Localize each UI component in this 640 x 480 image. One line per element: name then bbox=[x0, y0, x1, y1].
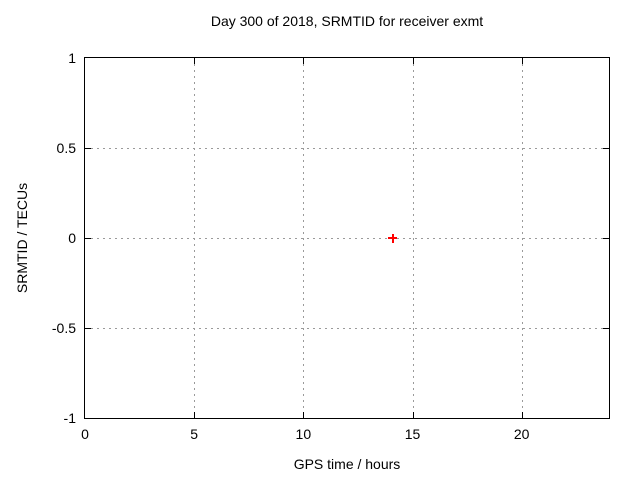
x-tick-label: 10 bbox=[295, 426, 312, 442]
gridline-y--0.5 bbox=[85, 328, 609, 329]
gridline-y-0.5 bbox=[85, 148, 609, 149]
x-tick-label: 15 bbox=[404, 426, 421, 442]
y-tick-label: 0 bbox=[68, 230, 76, 246]
x-tick-mark bbox=[194, 412, 196, 418]
x-tick-mark bbox=[521, 58, 523, 64]
x-axis-label: GPS time / hours bbox=[293, 456, 401, 472]
y-tick-mark bbox=[603, 238, 609, 239]
x-tick-mark bbox=[303, 412, 305, 418]
chart-title: Day 300 of 2018, SRMTID for receiver exm… bbox=[210, 13, 484, 29]
y-tick-mark bbox=[85, 148, 91, 149]
x-tick-mark bbox=[412, 412, 414, 418]
y-tick-label: 1 bbox=[68, 50, 76, 66]
gridline-y-0 bbox=[85, 238, 609, 239]
y-axis-label: SRMTID / TECUs bbox=[14, 182, 30, 294]
x-tick-mark bbox=[521, 412, 523, 418]
x-tick-mark bbox=[194, 58, 196, 64]
y-tick-mark bbox=[603, 148, 609, 149]
x-tick-label: 20 bbox=[513, 426, 530, 442]
y-tick-label: 0.5 bbox=[56, 140, 76, 156]
x-tick-label: 5 bbox=[190, 426, 199, 442]
plus-icon bbox=[391, 233, 394, 243]
y-tick-mark bbox=[85, 238, 91, 239]
y-tick-label: -0.5 bbox=[51, 320, 76, 336]
x-tick-label: 0 bbox=[81, 426, 89, 442]
x-tick-mark bbox=[303, 58, 305, 64]
y-tick-mark bbox=[85, 328, 91, 329]
x-tick-mark bbox=[412, 58, 414, 64]
y-tick-label: -1 bbox=[63, 410, 76, 426]
y-tick-mark bbox=[603, 328, 609, 329]
plot-area: 0 5 10 15 20 1 0.5 0 -0.5 -1 bbox=[52, 50, 610, 442]
